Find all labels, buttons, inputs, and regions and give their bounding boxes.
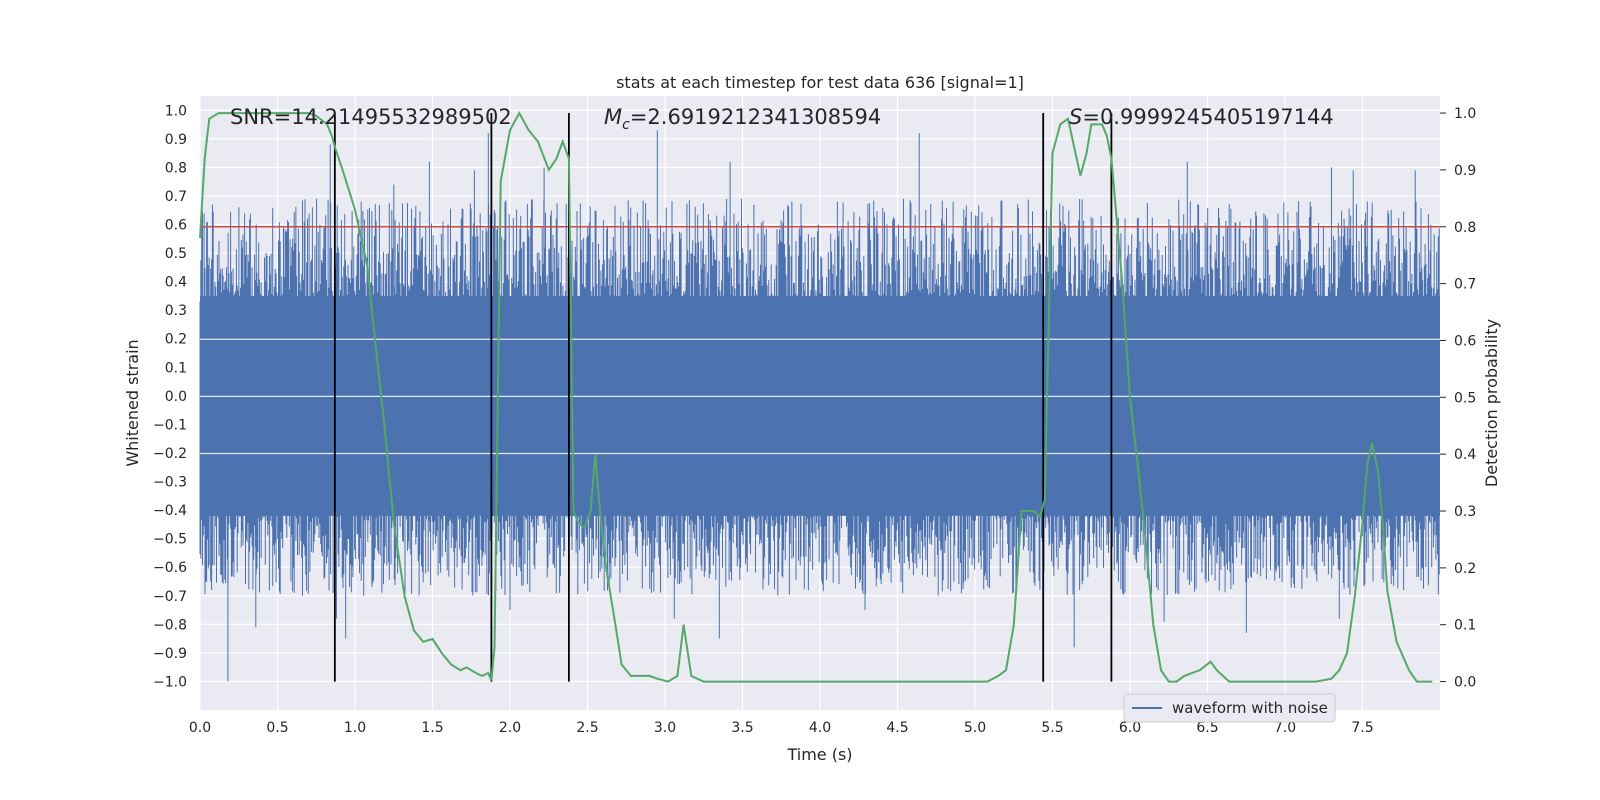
x-axis-label: Time (s): [786, 745, 852, 764]
x-tick-label: 1.0: [344, 720, 366, 736]
y-right-tick-label: 0.5: [1454, 390, 1476, 406]
x-tick-label: 4.5: [886, 720, 908, 736]
y-left-tick-label: −0.1: [153, 417, 187, 433]
y-left-tick-label: 0.1: [165, 360, 187, 376]
chirp-mass-symbol: M: [604, 105, 622, 129]
y-right-tick-label: 0.6: [1454, 333, 1476, 349]
y-right-tick-label: 0.4: [1454, 447, 1476, 463]
x-tick-label: 2.5: [576, 720, 598, 736]
y-left-axis-label: Whitened strain: [123, 339, 142, 466]
s-value: =0.9999245405197144: [1082, 105, 1333, 129]
annotation-snr: SNR=14.21495532989502: [230, 105, 512, 129]
y-right-tick-label: 1.0: [1454, 106, 1476, 122]
waveform-series: [199, 130, 1440, 682]
y-left-axis-ticks: 1.0 0.9 0.8 0.7 0.6 0.5 0.4 0.3 0.2 0.1 0.0 −0.1 −0.…: [153, 103, 187, 690]
x-tick-label: 7.0: [1274, 720, 1296, 736]
legend: waveform with noise: [1123, 693, 1336, 723]
y-left-tick-label: −0.5: [153, 532, 187, 548]
annotation-s: S=0.9999245405197144: [1069, 105, 1334, 129]
x-tick-label: 3.0: [654, 720, 676, 736]
y-left-tick-label: 0.3: [165, 303, 187, 319]
y-left-tick-label: 0.8: [165, 160, 187, 176]
x-tick-label: 6.5: [1196, 720, 1218, 736]
x-tick-label: 5.5: [1041, 720, 1063, 736]
x-tick-label: 4.0: [809, 720, 831, 736]
y-left-tick-label: −0.8: [153, 617, 187, 633]
x-tick-label: 1.5: [421, 720, 443, 736]
y-left-tick-label: 0.2: [165, 332, 187, 348]
y-right-tick-label: 0.9: [1454, 163, 1476, 179]
y-left-tick-label: −0.3: [153, 475, 187, 491]
y-left-tick-label: 0.0: [165, 389, 187, 405]
y-left-tick-label: −0.7: [153, 589, 187, 605]
y-left-tick-label: 0.4: [165, 275, 187, 291]
legend-box: [1123, 693, 1336, 723]
y-right-tick-label: 0.0: [1454, 675, 1476, 691]
y-left-tick-label: −1.0: [153, 674, 187, 690]
y-right-tick-label: 0.1: [1454, 618, 1476, 634]
x-tick-label: 0.5: [266, 720, 288, 736]
y-right-tick-label: 0.7: [1454, 277, 1476, 293]
y-left-tick-label: −0.9: [153, 646, 187, 662]
x-axis-ticks: 0.0 0.5 1.0 1.5 2.0 2.5 3.0 3.5 4.0 4.5 5.0 5.5 6.0 6…: [189, 720, 1374, 736]
x-tick-label: 3.5: [731, 720, 753, 736]
chart-title: stats at each timestep for test data 636…: [616, 73, 1024, 92]
s-symbol: S: [1069, 105, 1082, 129]
y-left-tick-label: 0.5: [165, 246, 187, 262]
x-tick-label: 5.0: [964, 720, 986, 736]
y-right-axis-ticks: 1.0 0.9 0.8 0.7 0.6 0.5 0.4 0.3 0.2 0.1 0.0: [1440, 106, 1476, 691]
y-right-axis-label: Detection probability: [1482, 319, 1501, 487]
y-left-tick-label: 0.7: [165, 189, 187, 205]
annotation-chirp-mass: Mc=2.6919212341308594: [604, 105, 881, 133]
chirp-mass-subscript: c: [622, 117, 630, 133]
y-left-tick-label: 0.9: [165, 132, 187, 148]
y-right-tick-label: 0.2: [1454, 561, 1476, 577]
waveform-line: [199, 130, 1440, 682]
y-left-tick-label: 1.0: [165, 103, 187, 119]
y-right-tick-label: 0.8: [1454, 220, 1476, 236]
x-tick-label: 6.0: [1119, 720, 1141, 736]
y-left-tick-label: 0.6: [165, 218, 187, 234]
y-left-tick-label: −0.6: [153, 560, 187, 576]
x-tick-label: 2.0: [499, 720, 521, 736]
y-left-tick-label: −0.2: [153, 446, 187, 462]
y-left-tick-label: −0.4: [153, 503, 187, 519]
y-right-tick-label: 0.3: [1454, 504, 1476, 520]
probability-line: [199, 111, 1433, 683]
chirp-mass-value: =2.6919212341308594: [630, 105, 881, 129]
x-tick-label: 7.5: [1351, 720, 1373, 736]
x-tick-label: 0.0: [189, 720, 211, 736]
probability-series: [199, 111, 1433, 683]
legend-label: waveform with noise: [1172, 699, 1328, 717]
